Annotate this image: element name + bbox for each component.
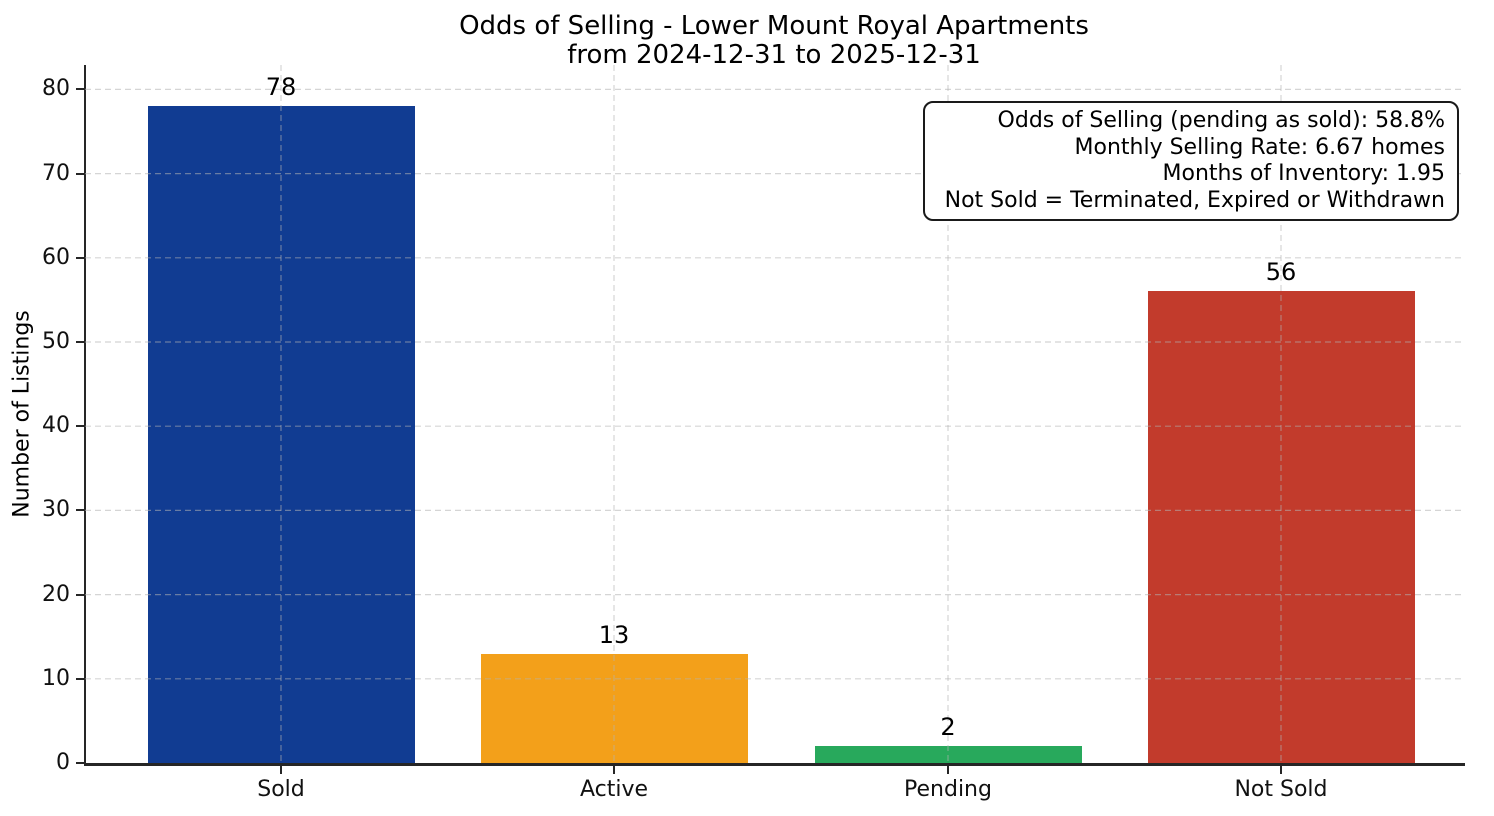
x-tick-label-active: Active bbox=[579, 777, 649, 802]
y-tick-20 bbox=[76, 594, 84, 596]
y-tick-30 bbox=[76, 509, 84, 511]
y-tick-label-10: 10 bbox=[42, 666, 70, 691]
bar-value-label-sold: 78 bbox=[265, 73, 297, 101]
x-axis-spine bbox=[84, 763, 1465, 766]
y-tick-label-60: 60 bbox=[42, 245, 70, 270]
bar-active bbox=[480, 654, 748, 763]
chart-title: Odds of Selling - Lower Mount Royal Apar… bbox=[85, 12, 1463, 70]
y-tick-10 bbox=[76, 678, 84, 680]
y-tick-0 bbox=[76, 762, 84, 764]
annotation-line-odds: Odds of Selling (pending as sold): 58.8% bbox=[997, 108, 1445, 133]
x-tick-label-sold: Sold bbox=[257, 777, 305, 802]
annotation-line-not-sold-note: Not Sold = Terminated, Expired or Withdr… bbox=[944, 187, 1445, 213]
y-tick-label-80: 80 bbox=[42, 76, 70, 101]
x-tick-active bbox=[613, 766, 615, 774]
bar-pending bbox=[814, 746, 1082, 763]
y-tick-40 bbox=[76, 425, 84, 427]
bar-value-label-pending: 2 bbox=[940, 713, 956, 741]
annotation-line-selling-rate: Monthly Selling Rate: 6.67 homes bbox=[1074, 134, 1445, 160]
bar-value-label-not-sold: 56 bbox=[1265, 258, 1297, 286]
x-tick-not-sold bbox=[1280, 766, 1282, 774]
y-tick-label-70: 70 bbox=[42, 161, 70, 186]
y-tick-70 bbox=[76, 173, 84, 175]
y-tick-label-40: 40 bbox=[42, 413, 70, 438]
y-tick-label-20: 20 bbox=[42, 582, 70, 607]
y-tick-label-50: 50 bbox=[42, 329, 70, 354]
y-tick-label-30: 30 bbox=[42, 497, 70, 522]
bar-not-sold bbox=[1147, 291, 1415, 763]
y-axis-spine bbox=[84, 65, 86, 766]
annotation-line-inventory: Months of Inventory: 1.95 bbox=[1162, 161, 1445, 186]
y-tick-80 bbox=[76, 88, 84, 90]
x-tick-sold bbox=[280, 766, 282, 774]
bar-value-label-active: 13 bbox=[598, 621, 630, 649]
plot-area bbox=[85, 65, 1463, 763]
y-tick-50 bbox=[76, 341, 84, 343]
x-tick-label-not-sold: Not Sold bbox=[1234, 777, 1328, 802]
bar-sold bbox=[147, 106, 415, 763]
x-tick-label-pending: Pending bbox=[904, 777, 992, 802]
x-tick-pending bbox=[947, 766, 949, 774]
y-tick-label-0: 0 bbox=[56, 750, 70, 775]
y-tick-60 bbox=[76, 257, 84, 259]
annotation-box: Odds of Selling (pending as sold): 58.8%… bbox=[923, 101, 1459, 221]
chart-title-line-1: Odds of Selling - Lower Mount Royal Apar… bbox=[459, 11, 1089, 41]
chart-title-line-2: from 2024-12-31 to 2025-12-31 bbox=[567, 40, 981, 70]
